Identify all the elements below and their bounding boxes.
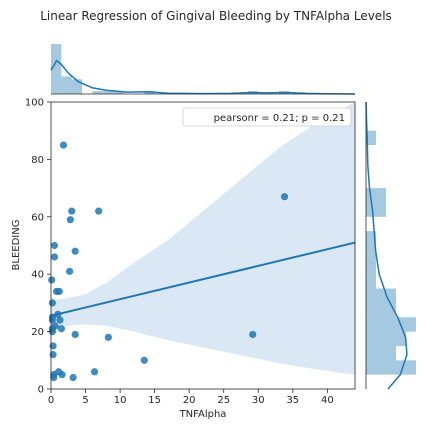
chart-title: Linear Regression of Gingival Bleeding b… — [40, 9, 392, 23]
y-tick-label-2: 40 — [31, 270, 44, 281]
marginal-x-bar-5 — [102, 91, 114, 94]
x-axis-label: TNFAlpha — [179, 409, 227, 420]
y-tick-label-5: 100 — [25, 98, 44, 109]
regression-line — [50, 241, 356, 317]
marginal-y-bar-12 — [366, 188, 386, 203]
data-point-27 — [90, 368, 99, 376]
data-point-14 — [54, 310, 62, 318]
legend-box — [182, 107, 352, 127]
x-tick-label-8: 40 — [321, 395, 334, 406]
marginal-y-bar-2 — [366, 331, 406, 346]
data-point-16 — [55, 287, 63, 296]
x-tick-label-7: 35 — [286, 395, 299, 406]
data-point-26 — [71, 330, 79, 339]
data-point-20 — [59, 141, 68, 149]
x-tick-label-6: 30 — [252, 395, 265, 406]
data-point-25 — [71, 247, 79, 255]
marginal-y-bar-5 — [366, 288, 396, 303]
x-tick-label-4: 20 — [183, 395, 196, 406]
data-point-24 — [69, 373, 77, 382]
x-tick-label-2: 10 — [114, 395, 127, 406]
data-point-11 — [50, 253, 59, 261]
y-axis-ticks: 0 20 40 60 80 100 — [25, 98, 51, 396]
legend-text: pearsonr = 0.21; p = 0.21 — [214, 113, 345, 124]
marginal-y-bar-8 — [366, 245, 376, 260]
data-point-22 — [66, 216, 74, 224]
marginal-x-histogram — [50, 44, 356, 95]
x-tick-label-1: 5 — [82, 395, 88, 406]
data-point-3 — [48, 316, 56, 324]
data-point-6 — [49, 342, 57, 350]
marginal-y-bar-1 — [366, 345, 396, 361]
data-point-1 — [48, 299, 56, 307]
data-point-10 — [50, 241, 59, 250]
y-tick-label-0: 0 — [38, 385, 44, 396]
marginal-y-bar-4 — [366, 302, 396, 318]
marginal-y-bar-6 — [366, 274, 376, 289]
data-point-5 — [48, 328, 56, 336]
marginal-x-bar-4 — [92, 91, 103, 94]
marginal-y-bar-7 — [366, 259, 376, 275]
data-point-7 — [49, 350, 57, 359]
data-point-0 — [48, 276, 56, 284]
y-axis-label: BLEEDING — [11, 220, 22, 271]
data-point-23 — [68, 207, 76, 215]
data-point-29 — [104, 333, 112, 341]
main-plot: 0 5 10 15 20 25 30 35 40 0 20 40 60 80 100 — [25, 98, 356, 406]
data-point-17 — [56, 316, 64, 324]
data-point-28 — [95, 207, 103, 215]
x-tick-label-3: 15 — [148, 395, 161, 406]
data-point-9 — [50, 373, 58, 382]
marginal-x-kde — [50, 59, 356, 95]
y-tick-label-4: 80 — [31, 155, 44, 166]
confidence-band — [51, 102, 355, 375]
marginal-x-bar-2 — [71, 79, 83, 94]
marginal-y-kde — [365, 101, 408, 390]
marginal-y-bar-16 — [366, 130, 376, 146]
marginal-y-bar-3 — [366, 317, 416, 332]
marginal-y-histogram — [365, 101, 416, 390]
marginal-y-bar-0 — [366, 360, 416, 375]
data-point-30 — [140, 356, 148, 364]
plot-frame — [50, 101, 356, 390]
marginal-x-bar-1 — [61, 76, 72, 94]
data-point-21 — [66, 267, 74, 275]
data-point-32 — [280, 193, 289, 201]
scatter-points — [48, 141, 289, 382]
marginal-y-bar-11 — [366, 202, 386, 217]
legend: pearsonr = 0.21; p = 0.21 — [182, 107, 352, 127]
data-point-31 — [249, 330, 257, 339]
data-point-19 — [58, 371, 66, 379]
data-point-12 — [51, 322, 59, 330]
x-tick-label-5: 25 — [217, 395, 230, 406]
marginal-y-bar-9 — [366, 231, 376, 246]
y-tick-label-1: 20 — [31, 327, 44, 338]
x-tick-label-0: 0 — [48, 395, 54, 406]
marginal-x-bar-6 — [113, 91, 124, 94]
y-tick-label-3: 60 — [31, 212, 44, 223]
x-axis-ticks: 0 5 10 15 20 25 30 35 40 — [48, 389, 334, 406]
data-point-18 — [57, 325, 65, 333]
marginal-x-bar-0 — [51, 44, 62, 94]
